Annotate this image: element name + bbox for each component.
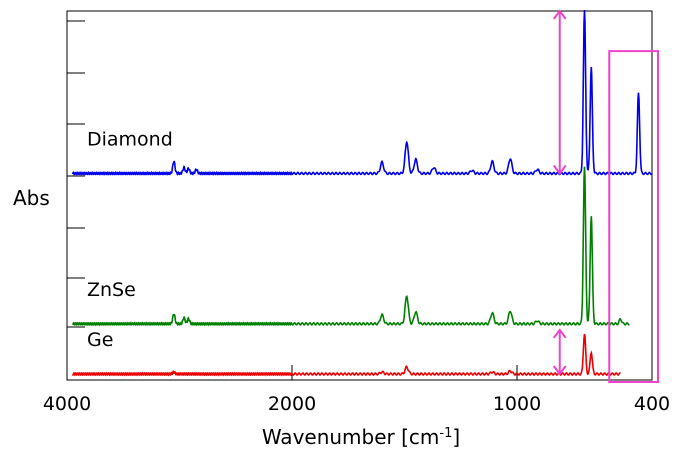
- series-label-ge: Ge: [87, 329, 113, 351]
- series-line-znse: [72, 166, 630, 327]
- series-label-znse: ZnSe: [87, 279, 136, 301]
- double-arrow-head-bottom-0: [552, 164, 567, 176]
- x-tick-label-400: 400: [634, 393, 670, 415]
- x-tick-label-1000: 1000: [493, 393, 541, 415]
- x-tick-label-4000: 4000: [43, 393, 91, 415]
- plot-frame: [66, 10, 653, 381]
- annotations: [552, 9, 659, 384]
- highlight-box: [608, 50, 659, 384]
- y-axis-title: Abs: [13, 186, 50, 210]
- series-line-diamond: [71, 9, 653, 176]
- double-arrow-head-top-0: [552, 9, 567, 20]
- double-arrow-head-top-1: [552, 328, 567, 339]
- series-group: [71, 9, 653, 377]
- series-labels: Diamond ZnSe Ge: [87, 128, 173, 351]
- x-axis-title-superscript: -1: [439, 426, 452, 441]
- x-tick-label-2000: 2000: [268, 393, 316, 415]
- series-line-ge: [71, 333, 621, 377]
- y-ticks: [67, 20, 85, 328]
- series-label-diamond: Diamond: [87, 128, 173, 150]
- x-axis-title: Wavenumber [cm-1]: [262, 425, 460, 449]
- x-ticks: 4000 2000 1000 400: [43, 365, 670, 415]
- double-arrow-head-bottom-1: [552, 365, 567, 376]
